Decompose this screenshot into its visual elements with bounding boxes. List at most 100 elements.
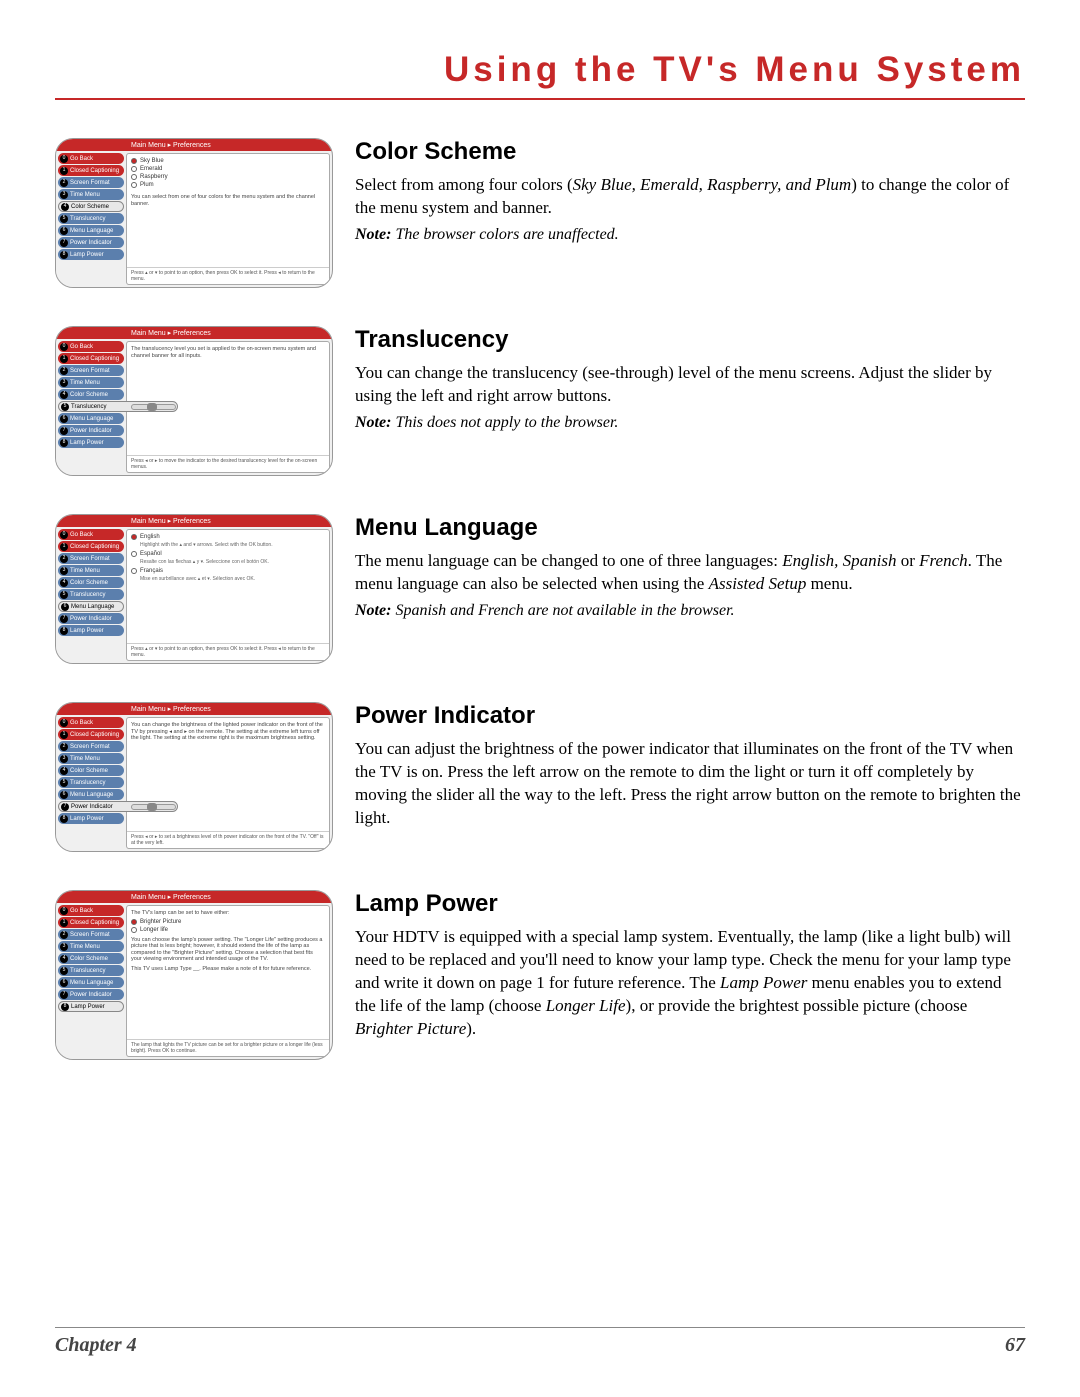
- option-label: English: [140, 534, 160, 540]
- sidebar-item[interactable]: 6Menu Language: [58, 789, 124, 800]
- slider[interactable]: [131, 404, 176, 410]
- heading-color-scheme: Color Scheme: [355, 138, 1025, 166]
- sidebar-item[interactable]: 8Lamp Power: [58, 1001, 124, 1012]
- slider[interactable]: [131, 804, 176, 810]
- item-label: Lamp Power: [71, 1004, 105, 1010]
- item-number-icon: 0: [60, 531, 68, 539]
- sidebar-item[interactable]: 8Lamp Power: [58, 437, 124, 448]
- item-number-icon: 7: [60, 427, 68, 435]
- sidebar-item[interactable]: 3Time Menu: [58, 565, 124, 576]
- panel-desc: The translucency level you set is applie…: [131, 346, 325, 359]
- sidebar-item[interactable]: 1Closed Captioning: [58, 353, 124, 364]
- sidebar-item[interactable]: 0Go Back: [58, 717, 124, 728]
- sidebar-item[interactable]: 8Lamp Power: [58, 813, 124, 824]
- item-number-icon: 7: [60, 239, 68, 247]
- item-number-icon: 8: [60, 251, 68, 259]
- item-number-icon: 2: [60, 179, 68, 187]
- screenshot-power-indicator: Main Menu ▸ Preferences 0Go Back1Closed …: [55, 702, 333, 852]
- item-label: Translucency: [71, 404, 106, 410]
- sidebar-item[interactable]: 2Screen Format: [58, 929, 124, 940]
- breadcrumb: Main Menu ▸ Preferences: [56, 327, 332, 339]
- item-number-icon: 2: [60, 743, 68, 751]
- item-number-icon: 5: [60, 591, 68, 599]
- item-label: Menu Language: [71, 604, 114, 610]
- sidebar-item[interactable]: 3Time Menu: [58, 377, 124, 388]
- sidebar-item[interactable]: 5Translucency: [58, 965, 124, 976]
- sidebar-item[interactable]: 0Go Back: [58, 529, 124, 540]
- sidebar-item[interactable]: 5Translucency: [58, 777, 124, 788]
- sidebar-item[interactable]: 7Power Indicator: [58, 801, 178, 812]
- item-label: Screen Format: [70, 556, 110, 562]
- sidebar-item[interactable]: 7Power Indicator: [58, 989, 124, 1000]
- item-number-icon: 8: [61, 1003, 69, 1011]
- item-label: Screen Format: [70, 744, 110, 750]
- item-label: Translucency: [70, 968, 105, 974]
- sidebar-item[interactable]: 2Screen Format: [58, 553, 124, 564]
- item-number-icon: 3: [60, 943, 68, 951]
- sidebar-item[interactable]: 1Closed Captioning: [58, 165, 124, 176]
- lamp-option[interactable]: Longer life: [131, 927, 325, 933]
- sidebar-item[interactable]: 4Color Scheme: [58, 953, 124, 964]
- color-option[interactable]: Plum: [131, 182, 325, 188]
- sidebar-item[interactable]: 1Closed Captioning: [58, 729, 124, 740]
- sidebar-item[interactable]: 6Menu Language: [58, 225, 124, 236]
- color-option[interactable]: Sky Blue: [131, 158, 325, 164]
- item-number-icon: 7: [60, 615, 68, 623]
- sidebar-item[interactable]: 4Color Scheme: [58, 577, 124, 588]
- menu-sidebar: 0Go Back1Closed Captioning2Screen Format…: [56, 151, 126, 287]
- item-label: Lamp Power: [70, 252, 104, 258]
- radio-icon: [131, 182, 137, 188]
- language-option[interactable]: English: [131, 534, 325, 540]
- sidebar-item[interactable]: 4Color Scheme: [58, 389, 124, 400]
- item-label: Time Menu: [70, 568, 100, 574]
- color-option[interactable]: Emerald: [131, 166, 325, 172]
- sidebar-item[interactable]: 5Translucency: [58, 589, 124, 600]
- sidebar-item[interactable]: 3Time Menu: [58, 189, 124, 200]
- sidebar-item[interactable]: 6Menu Language: [58, 601, 124, 612]
- option-sublabel: Mise en surbrillance avec ▴ et ▾. Sélect…: [140, 576, 325, 582]
- item-number-icon: 1: [60, 919, 68, 927]
- item-number-icon: 6: [61, 603, 69, 611]
- item-number-icon: 8: [60, 439, 68, 447]
- lamp-option[interactable]: Brighter Picture: [131, 919, 325, 925]
- item-number-icon: 0: [60, 907, 68, 915]
- item-label: Menu Language: [70, 228, 113, 234]
- sidebar-item[interactable]: 5Translucency: [58, 213, 124, 224]
- sidebar-item[interactable]: 7Power Indicator: [58, 425, 124, 436]
- item-label: Screen Format: [70, 368, 110, 374]
- color-option[interactable]: Raspberry: [131, 174, 325, 180]
- sidebar-item[interactable]: 0Go Back: [58, 905, 124, 916]
- item-number-icon: 7: [60, 991, 68, 999]
- sidebar-item[interactable]: 3Time Menu: [58, 941, 124, 952]
- language-option[interactable]: Español: [131, 551, 325, 557]
- sidebar-item[interactable]: 2Screen Format: [58, 741, 124, 752]
- body-lamp-power: Your HDTV is equipped with a special lam…: [355, 926, 1025, 1041]
- item-number-icon: 3: [60, 567, 68, 575]
- sidebar-item[interactable]: 8Lamp Power: [58, 625, 124, 636]
- language-option[interactable]: Français: [131, 568, 325, 574]
- sidebar-item[interactable]: 6Menu Language: [58, 977, 124, 988]
- slider-thumb[interactable]: [147, 803, 157, 811]
- sidebar-item[interactable]: 7Power Indicator: [58, 237, 124, 248]
- chapter-label: Chapter 4: [55, 1334, 137, 1357]
- slider-thumb[interactable]: [147, 403, 157, 411]
- sidebar-item[interactable]: 8Lamp Power: [58, 249, 124, 260]
- sidebar-item[interactable]: 3Time Menu: [58, 753, 124, 764]
- sidebar-item[interactable]: 0Go Back: [58, 153, 124, 164]
- sidebar-item[interactable]: 1Closed Captioning: [58, 917, 124, 928]
- sidebar-item[interactable]: 4Color Scheme: [58, 765, 124, 776]
- sidebar-item[interactable]: 7Power Indicator: [58, 613, 124, 624]
- sidebar-item[interactable]: 0Go Back: [58, 341, 124, 352]
- option-label: Raspberry: [140, 174, 168, 180]
- option-label: Plum: [140, 182, 154, 188]
- sidebar-item[interactable]: 2Screen Format: [58, 177, 124, 188]
- sidebar-item[interactable]: 2Screen Format: [58, 365, 124, 376]
- item-label: Time Menu: [70, 756, 100, 762]
- sidebar-item[interactable]: 1Closed Captioning: [58, 541, 124, 552]
- item-label: Translucency: [70, 592, 105, 598]
- item-label: Screen Format: [70, 180, 110, 186]
- radio-icon: [131, 534, 137, 540]
- sidebar-item[interactable]: 6Menu Language: [58, 413, 124, 424]
- sidebar-item[interactable]: 5Translucency: [58, 401, 178, 412]
- sidebar-item[interactable]: 4Color Scheme: [58, 201, 124, 212]
